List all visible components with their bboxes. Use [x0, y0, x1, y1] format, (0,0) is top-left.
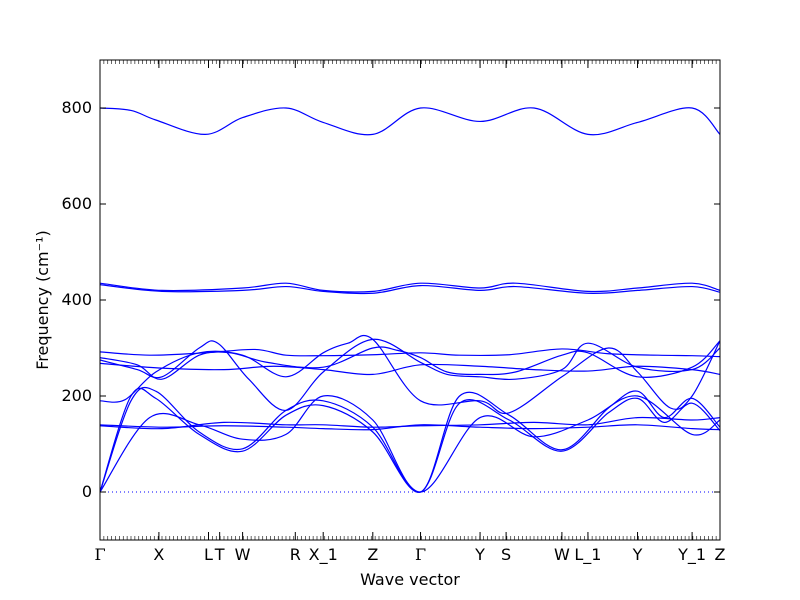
x-tick-label-8: Z	[367, 545, 378, 564]
x-tick-label-14: Y	[632, 545, 643, 564]
band-line-10	[100, 387, 720, 493]
x-tick-label-9: Γ	[415, 545, 426, 564]
x-tick-label-1: Γ	[94, 545, 105, 564]
band-line-8	[100, 334, 720, 415]
band-line-9	[100, 386, 720, 493]
x-tick-label-5: W	[235, 545, 251, 564]
x-tick-label-10: Y	[474, 545, 485, 564]
band-line-7	[100, 362, 720, 376]
y-axis-label: Frequency (cm⁻¹)	[33, 230, 52, 369]
band-line-6	[100, 338, 720, 412]
minor-ticks	[99, 60, 721, 540]
band-line-3	[100, 284, 720, 295]
y-tick-label: 200	[61, 386, 92, 405]
x-tick-label-16: Z	[715, 545, 726, 564]
y-tick-label: 800	[61, 98, 92, 117]
y-tick-label: 400	[61, 290, 92, 309]
x-tick-label-4: T	[214, 545, 225, 564]
band-line-12	[100, 424, 720, 431]
y-axis-ticks: 0 200 400 600 800	[61, 98, 720, 501]
x-tick-label-12: W	[554, 545, 570, 564]
x-tick-label-11: S	[501, 545, 511, 564]
x-tick-label-13: L_1	[574, 545, 601, 565]
y-tick-label: 0	[82, 482, 92, 501]
band-line-13	[100, 416, 720, 430]
x-tick-label-15: Y_1	[677, 545, 706, 565]
band-line-5	[100, 340, 720, 380]
plot-frame	[99, 59, 721, 541]
band-line-2	[100, 282, 720, 293]
x-tick-label-2: X	[153, 545, 164, 564]
y-tick-label: 600	[61, 194, 92, 213]
x-tick-label-7: X_1	[309, 545, 338, 565]
band-line-11	[100, 395, 720, 493]
x-tick-label-3: L	[204, 545, 213, 564]
x-tick-label-6: R	[290, 545, 301, 564]
x-axis-label: Wave vector	[360, 570, 460, 589]
band-line-1	[100, 107, 720, 136]
x-axis-ticks: Γ X L T W R X_1 Z Γ Y S W L_1 Y Y_1 Z	[94, 60, 726, 565]
